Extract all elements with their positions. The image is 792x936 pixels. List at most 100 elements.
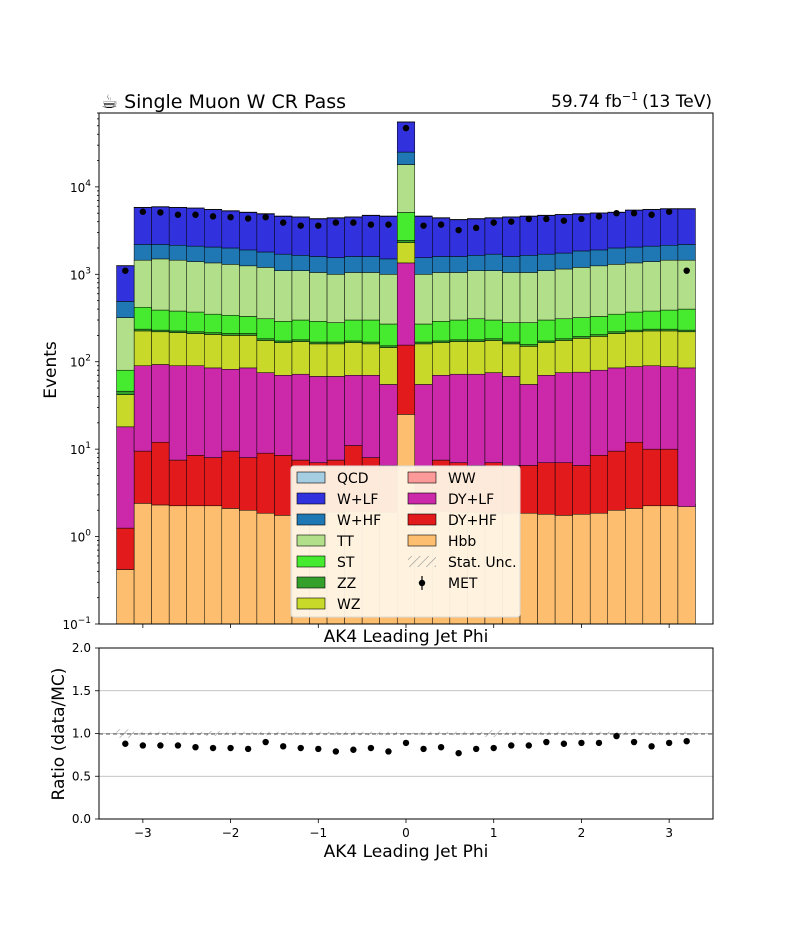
- ratio-point-7: [244, 745, 252, 753]
- bar-zz-7: [239, 333, 258, 336]
- bar-tt-20: [467, 270, 486, 320]
- bar-hbb-24: [537, 514, 556, 624]
- bar-st-14: [361, 319, 380, 343]
- bar-hbb-5: [204, 505, 223, 624]
- bar-wz-31: [660, 330, 679, 367]
- bar-dy-hf-4: [186, 455, 205, 507]
- bar-w-hf-28: [607, 247, 626, 265]
- bar-zz-20: [467, 339, 486, 342]
- data-point-21: [490, 219, 497, 226]
- bar-tt-12: [326, 274, 345, 323]
- bar-w-hf-30: [642, 245, 661, 262]
- bar-st-13: [344, 319, 363, 342]
- data-point-31: [665, 208, 673, 215]
- bar-wz-23: [519, 346, 538, 385]
- x-tick-label-4: 1: [490, 826, 498, 840]
- lumi-energy: (13 TeV): [642, 92, 712, 112]
- bar-st-10: [291, 319, 310, 341]
- bar-tt-18: [432, 272, 451, 322]
- main-x-ticks: [142, 624, 670, 628]
- bar-w-hf-2: [151, 244, 170, 260]
- bar-dy-hf-26: [572, 465, 591, 515]
- bar-wz-26: [572, 338, 591, 373]
- bar-wz-14: [361, 343, 380, 376]
- bar-w-lf-32: [677, 208, 696, 245]
- ratio-point-6: [227, 744, 234, 752]
- bar-dy-lf-27: [589, 369, 608, 456]
- ratio-point-17: [420, 745, 427, 753]
- ratio-point-30: [648, 743, 655, 750]
- bar-hbb-8: [256, 512, 275, 624]
- ratio-unc-0: [116, 729, 135, 738]
- bar-w-hf-19: [449, 256, 468, 273]
- bar-tt-9: [274, 270, 293, 322]
- legend-label-w-hf: W+HF: [337, 513, 381, 529]
- bar-st-32: [677, 308, 696, 331]
- bar-w-hf-12: [326, 257, 345, 275]
- bar-st-8: [256, 318, 275, 340]
- bar-dy-hf-29: [625, 441, 644, 509]
- bar-wz-30: [642, 330, 661, 366]
- legend-label-met: MET: [448, 576, 478, 592]
- x-tick-label-3: 0: [402, 826, 410, 840]
- bar-dy-lf-23: [519, 384, 538, 466]
- bar-dy-lf-20: [467, 373, 486, 466]
- bar-w-lf-28: [607, 212, 626, 249]
- bar-tt-22: [502, 272, 521, 323]
- bar-w-hf-29: [625, 246, 644, 264]
- bar-dy-lf-11: [309, 376, 328, 463]
- bar-wz-27: [589, 336, 608, 371]
- data-point-8: [262, 213, 269, 221]
- data-point-25: [560, 217, 568, 224]
- bar-zz-12: [326, 341, 345, 345]
- bar-w-lf-20: [467, 218, 486, 256]
- legend-label-w-lf: W+LF: [337, 492, 378, 508]
- bar-wz-10: [291, 341, 310, 375]
- legend-swatch-ww: [407, 471, 437, 484]
- bar-zz-6: [221, 333, 240, 336]
- ratio-point-12: [332, 748, 340, 755]
- legend-swatch-st: [296, 555, 326, 568]
- bar-st-30: [642, 310, 661, 330]
- bar-dy-lf-16: [396, 262, 416, 346]
- bar-wz-8: [256, 340, 275, 373]
- data-point-17: [420, 222, 427, 229]
- bar-st-16: [396, 212, 416, 241]
- bar-dy-lf-6: [221, 369, 240, 452]
- bar-hbb-29: [625, 508, 644, 624]
- bar-w-hf-11: [309, 256, 328, 273]
- bar-tt-31: [660, 259, 679, 311]
- bar-dy-hf-31: [660, 448, 679, 507]
- ratio-unc-20: [467, 731, 485, 736]
- bar-tt-19: [449, 272, 468, 321]
- bar-hbb-3: [168, 505, 187, 624]
- bar-hbb-9: [274, 515, 293, 624]
- bar-st-11: [309, 321, 328, 343]
- legend-swatch-hbb: [407, 534, 437, 547]
- bar-wz-24: [537, 342, 556, 376]
- bar-tt-5: [204, 262, 223, 315]
- data-point-7: [244, 215, 252, 222]
- bar-dy-lf-2: [151, 364, 170, 443]
- bar-st-27: [589, 316, 608, 335]
- bar-dy-lf-8: [256, 372, 275, 454]
- data-point-5: [209, 213, 217, 220]
- data-point-22: [508, 218, 515, 225]
- bar-dy-lf-21: [484, 372, 503, 463]
- bar-dy-lf-18: [432, 375, 451, 461]
- bar-tt-1: [133, 259, 152, 308]
- ratio-unc-6: [221, 731, 240, 736]
- bar-dy-hf-23: [519, 465, 538, 514]
- bar-wz-6: [221, 335, 240, 370]
- bar-wz-9: [274, 342, 293, 376]
- bar-zz-17: [414, 341, 433, 345]
- legend-label-tt: TT: [336, 534, 354, 550]
- bar-dy-hf-1: [133, 450, 152, 504]
- bar-zz-10: [291, 339, 310, 342]
- ratio-point-11: [315, 745, 322, 753]
- data-point-10: [297, 222, 304, 229]
- ratio-point-23: [525, 742, 532, 749]
- bar-zz-22: [502, 341, 521, 345]
- bar-w-hf-18: [432, 256, 451, 273]
- bar-dy-lf-7: [239, 367, 258, 458]
